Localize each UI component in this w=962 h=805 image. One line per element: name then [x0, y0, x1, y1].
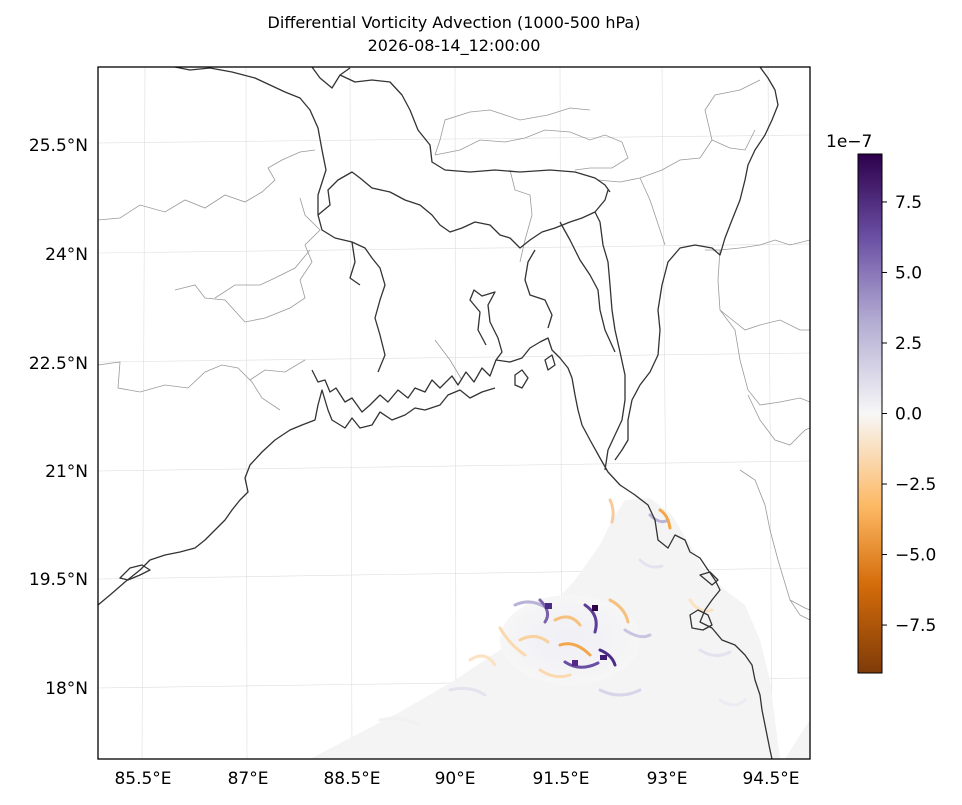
lon-label: 93°E — [647, 769, 688, 789]
map-frame — [97, 66, 811, 760]
lon-label: 91.5°E — [532, 769, 589, 789]
lat-label: 19.5°N — [29, 570, 88, 590]
admin-boundaries — [98, 79, 810, 621]
colorbar-ticks: 7.5 5.0 2.5 0.0 −2.5 −5.0 −7.5 — [882, 193, 936, 636]
map-area — [98, 67, 810, 759]
lat-label: 22.5°N — [29, 354, 88, 374]
map-title: Differential Vorticity Advection (1000-5… — [267, 13, 641, 32]
colorbar-tick-label: 7.5 — [895, 193, 922, 213]
lon-label: 85.5°E — [114, 769, 171, 789]
colorbar-tick-label: 5.0 — [895, 263, 922, 283]
lon-label: 88.5°E — [323, 769, 380, 789]
colorbar-gradient — [857, 153, 883, 674]
lon-label: 90°E — [435, 769, 476, 789]
lon-label: 94.5°E — [742, 769, 799, 789]
colorbar-exponent: 1e−7 — [826, 132, 872, 152]
latitude-labels: 25.5°N 24°N 22.5°N 21°N 19.5°N 18°N — [29, 136, 88, 699]
lon-label: 87°E — [228, 769, 269, 789]
colorbar-tick-label: 2.5 — [895, 334, 922, 354]
vorticity-field — [310, 498, 810, 759]
colorbar: 1e−7 7.5 5.0 2.5 0.0 −2.5 −5.0 −7.5 — [826, 132, 936, 674]
coastline-and-borders — [98, 67, 779, 759]
colorbar-tick-label: −5.0 — [895, 546, 936, 566]
colorbar-tick-label: 0.0 — [895, 405, 922, 425]
lat-label: 25.5°N — [29, 136, 88, 156]
map-timestamp: 2026-08-14_12:00:00 — [367, 36, 541, 55]
longitude-labels: 85.5°E 87°E 88.5°E 90°E 91.5°E 93°E 94.5… — [114, 769, 799, 789]
lat-label: 21°N — [45, 462, 88, 482]
lat-label: 24°N — [45, 245, 88, 265]
colorbar-tick-label: −7.5 — [895, 616, 936, 636]
lat-label: 18°N — [45, 679, 88, 699]
graticule — [98, 67, 810, 759]
colorbar-tick-label: −2.5 — [895, 475, 936, 495]
